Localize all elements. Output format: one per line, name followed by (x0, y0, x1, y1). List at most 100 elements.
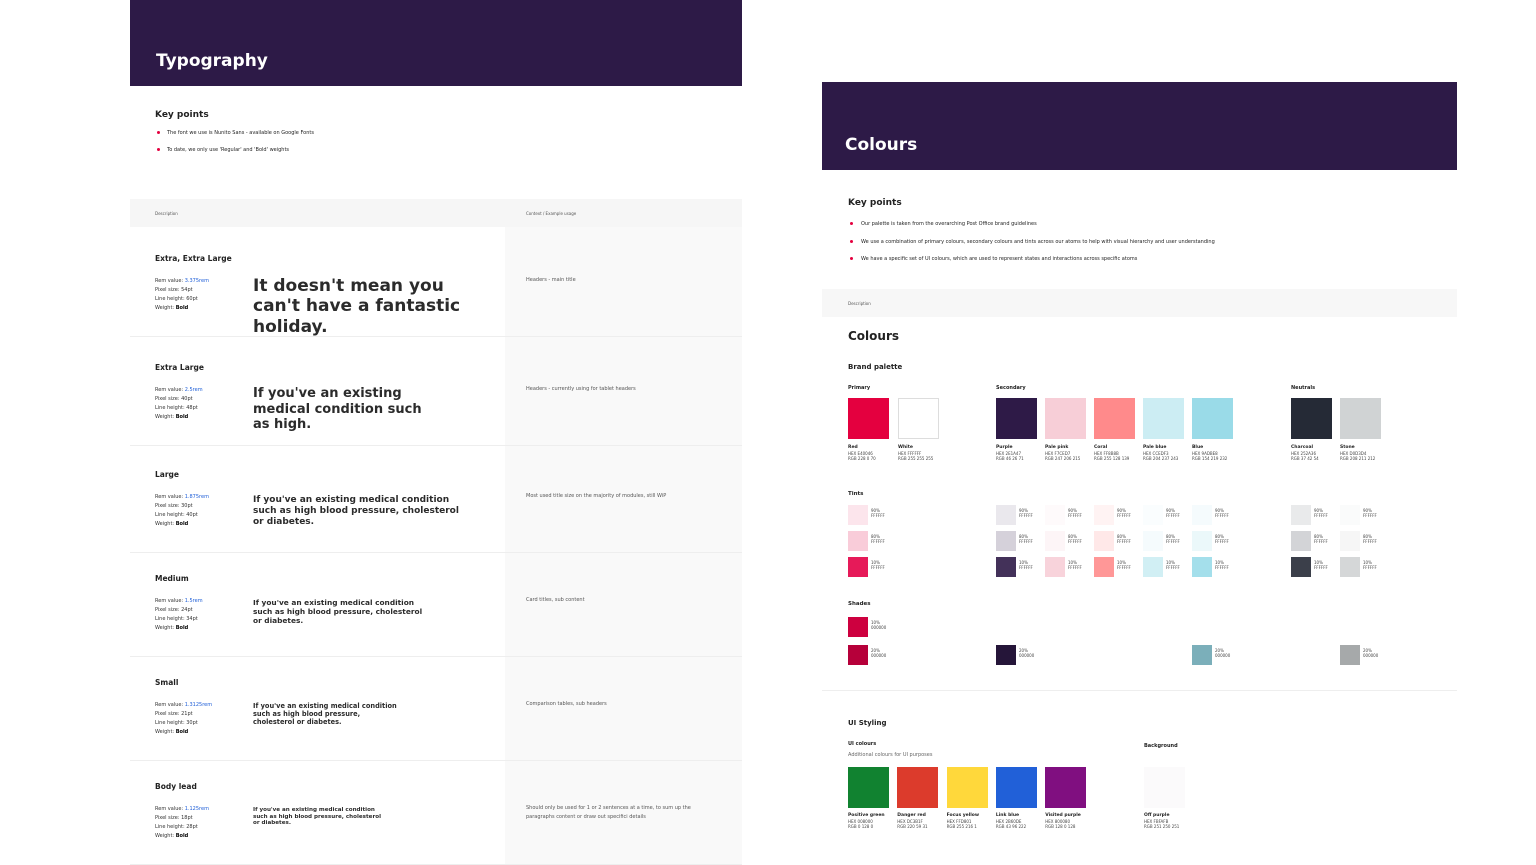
row-divider (130, 445, 742, 446)
sample-text: If you've an existing medical condition … (253, 386, 422, 433)
row-name: Small (155, 678, 179, 687)
tint-pct: 80% (1166, 534, 1175, 539)
swatch (897, 767, 939, 808)
shade-swatch (848, 617, 868, 637)
tint-swatch (996, 531, 1016, 551)
row-name: Body lead (155, 782, 197, 791)
shade-pct: 20% (1363, 648, 1372, 653)
sample-text: If you've an existing medical condition … (253, 702, 397, 726)
tint-swatch (848, 505, 868, 525)
tint-code: FFFFFF (871, 565, 885, 570)
key-points-title: Key points (155, 110, 209, 120)
swatch (848, 767, 889, 808)
shade-swatch (1340, 645, 1360, 665)
rem-label: Rem value: (155, 806, 184, 812)
shade-swatch (996, 645, 1016, 665)
bullet (850, 257, 853, 260)
tint-code: FFFFFF (1314, 539, 1328, 544)
swatch-name: Focus yellow (946, 813, 980, 818)
swatch-rgb: RGB 220 59 31 (897, 824, 928, 829)
line-height: Line height: 60pt (155, 296, 198, 302)
tint-code: FFFFFF (1314, 513, 1328, 518)
swatch (1291, 398, 1332, 439)
th: Context / Example usage (526, 211, 577, 216)
tint-swatch (1045, 531, 1065, 551)
tint-swatch (1291, 557, 1311, 577)
swatch-rgb: RGB 228 0 70 (848, 456, 876, 461)
line-height: Line height: 30pt (155, 720, 198, 726)
tint-pct: 90% (1117, 508, 1126, 513)
tint-pct: 80% (1117, 534, 1126, 539)
line-height: Line height: 34pt (155, 616, 198, 622)
tint-swatch (1192, 505, 1212, 525)
swatch-rgb: RGB 255 255 255 (898, 456, 934, 461)
line-height: Line height: 48pt (155, 405, 198, 411)
tint-pct: 90% (1314, 508, 1323, 513)
bullet (850, 222, 853, 225)
tint-pct: 90% (1363, 508, 1372, 513)
rem-label: Rem value: (155, 598, 184, 604)
tint-swatch (1094, 557, 1114, 577)
swatch-name: Off purple (1144, 813, 1170, 818)
tint-swatch (1340, 505, 1360, 525)
swatch (898, 398, 939, 439)
swatch-hex: HEX FBFAFB (1144, 819, 1169, 824)
sample-text: If you've an existing medical condition … (253, 807, 381, 827)
tint-code: FFFFFF (1117, 513, 1131, 518)
swatch-rgb: RGB 204 237 243 (1143, 456, 1179, 461)
tint-swatch (1143, 531, 1163, 551)
sub-heading: UI colours (848, 741, 877, 747)
tint-swatch (848, 531, 868, 551)
swatch-rgb: RGB 128 0 128 (1045, 824, 1076, 829)
weight-label: Weight: (155, 305, 175, 311)
row-divider (130, 760, 742, 761)
swatch (946, 767, 988, 808)
rem-line: Rem value: 1.125rem (155, 806, 209, 812)
sub-heading: Brand palette (848, 363, 903, 371)
tint-pct: 10% (1019, 560, 1028, 565)
header-title: Typography (156, 51, 268, 71)
key-point: The font we use is Nunito Sans - availab… (167, 130, 314, 136)
sample-text: If you've an existing medical condition … (253, 598, 423, 625)
rem-label: Rem value: (155, 387, 184, 393)
context-text: Comparison tables, sub headers (526, 701, 607, 707)
context-text: Card titles, sub content (526, 597, 585, 603)
swatch-hex: HEX CCEDF3 (1143, 451, 1169, 456)
tint-code: FFFFFF (871, 539, 885, 544)
rem-label: Rem value: (155, 494, 184, 500)
group-label: Secondary (996, 385, 1026, 391)
tint-code: FFFFFF (1215, 513, 1229, 518)
tint-pct: 80% (1019, 534, 1028, 539)
tint-pct: 10% (1117, 560, 1126, 565)
tint-code: FFFFFF (1068, 539, 1082, 544)
tint-swatch (1192, 531, 1212, 551)
swatch-name: Link blue (995, 813, 1020, 818)
swatch-rgb: RGB 247 206 215 (1045, 456, 1081, 461)
tint-code: FFFFFF (1019, 565, 1033, 570)
rem-line: Rem value: 1.5rem (155, 598, 203, 604)
header-bar (130, 0, 742, 86)
tint-code: FFFFFF (1363, 539, 1377, 544)
rem-line: Rem value: 1.875rem (155, 494, 209, 500)
shade-code: 000000 (871, 653, 887, 658)
tint-pct: 10% (1314, 560, 1323, 565)
shade-code: 000000 (871, 625, 887, 630)
tint-code: FFFFFF (1215, 539, 1229, 544)
weight-label: Weight: (155, 729, 175, 735)
tints-title: Tints (848, 491, 864, 497)
key-point: We have a specific set of UI colours, wh… (861, 256, 1138, 262)
shade-pct: 10% (871, 620, 880, 625)
description: Description (848, 301, 871, 306)
divider (822, 690, 1457, 691)
swatch-name: Red (848, 445, 858, 450)
tint-pct: 10% (1363, 560, 1372, 565)
section-heading: UI Styling (848, 719, 887, 727)
tint-code: FFFFFF (1166, 565, 1180, 570)
rem-value: 1.3125rem (184, 702, 213, 708)
weight-line: Weight: Bold (155, 305, 188, 311)
swatch-hex: HEX 800080 (1045, 819, 1071, 824)
swatch (1094, 398, 1135, 439)
shade-pct: 20% (871, 648, 880, 653)
tint-code: FFFFFF (1363, 513, 1377, 518)
tint-swatch (1143, 557, 1163, 577)
